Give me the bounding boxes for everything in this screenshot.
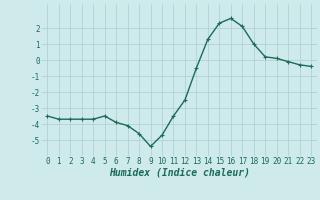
X-axis label: Humidex (Indice chaleur): Humidex (Indice chaleur) (109, 168, 250, 178)
